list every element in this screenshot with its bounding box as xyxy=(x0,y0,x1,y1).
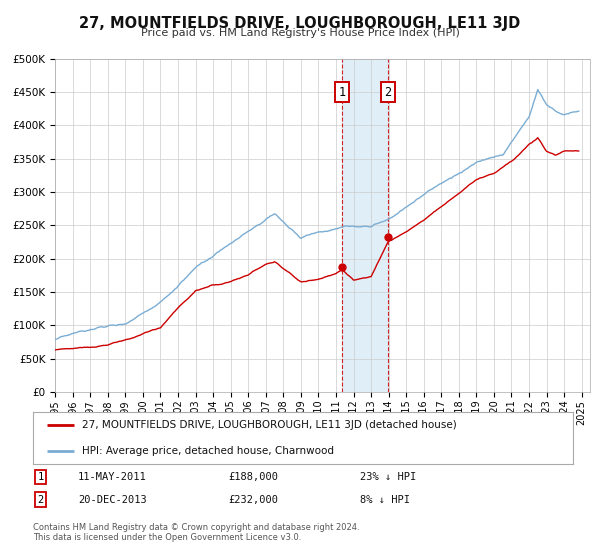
Text: Price paid vs. HM Land Registry's House Price Index (HPI): Price paid vs. HM Land Registry's House … xyxy=(140,28,460,38)
Text: 8% ↓ HPI: 8% ↓ HPI xyxy=(360,494,410,505)
Text: 11-MAY-2011: 11-MAY-2011 xyxy=(78,472,147,482)
Text: 23% ↓ HPI: 23% ↓ HPI xyxy=(360,472,416,482)
Text: 27, MOUNTFIELDS DRIVE, LOUGHBOROUGH, LE11 3JD (detached house): 27, MOUNTFIELDS DRIVE, LOUGHBOROUGH, LE1… xyxy=(82,420,457,430)
Text: £188,000: £188,000 xyxy=(228,472,278,482)
Text: 27, MOUNTFIELDS DRIVE, LOUGHBOROUGH, LE11 3JD: 27, MOUNTFIELDS DRIVE, LOUGHBOROUGH, LE1… xyxy=(79,16,521,31)
Text: 1: 1 xyxy=(38,472,44,482)
Text: HPI: Average price, detached house, Charnwood: HPI: Average price, detached house, Char… xyxy=(82,446,334,456)
Text: This data is licensed under the Open Government Licence v3.0.: This data is licensed under the Open Gov… xyxy=(33,533,301,542)
Text: 1: 1 xyxy=(339,86,346,99)
Text: £232,000: £232,000 xyxy=(228,494,278,505)
Text: Contains HM Land Registry data © Crown copyright and database right 2024.: Contains HM Land Registry data © Crown c… xyxy=(33,523,359,532)
Bar xyxy=(342,59,388,392)
Text: 20-DEC-2013: 20-DEC-2013 xyxy=(78,494,147,505)
Text: 2: 2 xyxy=(38,494,44,505)
Text: 2: 2 xyxy=(385,86,392,99)
